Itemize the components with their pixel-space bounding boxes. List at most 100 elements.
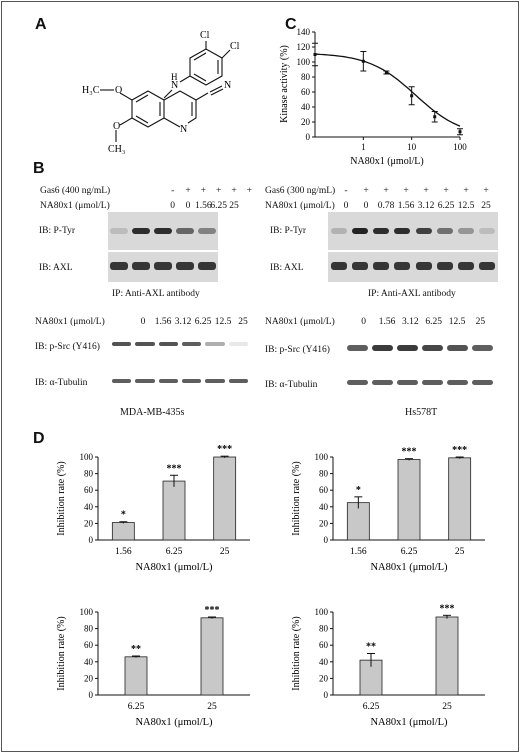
bar: [435, 616, 459, 696]
y-tick-label: 100: [315, 607, 329, 617]
right-drug-values-2: 0 1.56 3.12 6.25 12.5 25: [352, 317, 492, 329]
blot-band: [175, 262, 195, 270]
y-tick-label: 0: [324, 690, 329, 700]
y-tick-label: 20: [319, 518, 329, 528]
blot-band: [351, 262, 368, 270]
lane-value: 1.56: [378, 317, 396, 327]
lane-value: 1.56: [397, 201, 415, 211]
y-tick-label: 20: [84, 673, 94, 683]
left-blot3-label: IB: p-Src (Y416): [35, 342, 100, 352]
blot-band: [472, 345, 493, 351]
panel-label-b: B: [33, 160, 45, 177]
blot-band: [422, 345, 443, 351]
data-point: [458, 130, 462, 134]
data-point: [361, 59, 365, 63]
right-blot2-label: IB: AXL: [270, 263, 304, 273]
blot-band: [373, 228, 390, 234]
bar: [124, 656, 148, 696]
lane-value: +: [200, 186, 207, 196]
y-tick-label: 80: [84, 624, 94, 634]
right-blot1-label: IB: P-Tyr: [270, 226, 307, 236]
blot-band: [436, 228, 453, 234]
lane-value: +: [185, 186, 191, 196]
y-tick-label: 80: [319, 624, 329, 634]
left-drug-values-2: 0 1.56 3.12 6.25 12.5 25: [133, 317, 253, 329]
panel-label-d: D: [33, 430, 45, 447]
data-point: [433, 115, 437, 119]
inhibition-chart-1: 0 20 40 60 80 100 * 1.56 *** 6.25 *** 25 NA80x1 (μmo…: [56, 445, 250, 573]
cl-top-label: Cl: [200, 30, 210, 41]
x-tick-label: 100: [453, 142, 467, 152]
right-blot3-label: IB: p-Src (Y416): [265, 345, 330, 355]
lane-value: +: [483, 186, 489, 196]
y-tick-label: 60: [301, 87, 311, 97]
lane-value: +: [363, 186, 369, 196]
right-gas6-values: - + + + + + + +: [336, 186, 496, 198]
blot-band: [228, 379, 248, 383]
lane-value: 25: [475, 317, 486, 327]
x-tick-label: 25: [220, 547, 230, 557]
x-axis-label: NA80x1 (μmol/L): [135, 562, 213, 573]
significance-label: ***: [452, 445, 467, 456]
lane-value: 12.5: [448, 317, 466, 327]
lane-value: 12.5: [457, 201, 475, 211]
blot-band: [205, 379, 225, 383]
left-ip-label: IP: Anti-AXL antibody: [112, 289, 200, 299]
lane-value: 0: [343, 201, 349, 211]
methoxy-top-methyl-label: H₃C: [82, 85, 100, 96]
x-tick-label: 1: [361, 142, 366, 152]
lane-value: +: [383, 186, 389, 196]
blot-band: [135, 379, 155, 383]
lane-value: +: [246, 186, 253, 196]
lane-value: 3.12: [417, 201, 435, 211]
blot-band: [158, 342, 178, 346]
lane-value: 6.25: [194, 317, 212, 327]
blot-band: [112, 342, 132, 346]
right-cell-line: Hs578T: [405, 407, 438, 418]
y-tick-label: 0: [306, 132, 311, 142]
y-axis-label: Inhibition rate (%): [291, 461, 302, 535]
left-gas6-values: - + + + + +: [165, 186, 257, 198]
lane-value: 25: [229, 201, 239, 211]
blot-band: [479, 228, 496, 234]
y-tick-label: 100: [80, 452, 94, 462]
y-axis-label: Inhibition rate (%): [56, 616, 67, 690]
x-tick-label: 6.25: [401, 547, 418, 557]
blot-band: [447, 380, 468, 385]
lane-value: 3.12: [174, 317, 192, 327]
lane-value: +: [403, 186, 409, 196]
y-tick-label: 40: [84, 657, 94, 667]
left-tubulin-blot: [110, 372, 250, 390]
lane-value: 1.56: [195, 201, 212, 211]
lane-value: 0: [170, 201, 176, 211]
y-tick-label: 20: [319, 673, 329, 683]
data-point: [410, 94, 414, 98]
blot-band: [351, 228, 368, 234]
significance-label: ***: [205, 605, 220, 616]
x-axis-label: NA80x1 (μmol/L): [350, 156, 423, 167]
lane-value: 0: [140, 317, 146, 327]
lane-value: 6.25: [437, 201, 455, 211]
cyano-n-label: N: [224, 80, 231, 91]
blot-band: [415, 228, 432, 234]
left-psrc-blot: [110, 334, 250, 354]
blot-band: [347, 380, 368, 385]
blot-band: [135, 342, 155, 346]
inhibition-chart-2: 0 20 40 60 80 100 * 1.56 *** 6.25 *** 25 NA80x1 (μmo…: [291, 445, 485, 573]
right-ip-label: IP: Anti-AXL antibody: [368, 289, 456, 299]
blot-band: [153, 262, 173, 270]
y-tick-label: 40: [301, 102, 311, 112]
x-tick-label: 1.56: [115, 547, 132, 557]
inhibition-chart-3: 0 20 40 60 80 100 ** 6.25 *** 25 NA80x1 (μmol/L) In…: [56, 605, 250, 728]
y-tick-label: 80: [319, 469, 329, 479]
significance-label: ***: [167, 463, 182, 474]
blot-band: [415, 262, 432, 270]
right-tubulin-blot: [345, 374, 495, 392]
bar: [200, 617, 224, 696]
blot-band: [447, 345, 468, 351]
fit-curve: [314, 53, 461, 127]
blot-band: [228, 342, 248, 346]
y-tick-label: 60: [319, 485, 329, 495]
x-tick-label: 25: [207, 702, 217, 712]
